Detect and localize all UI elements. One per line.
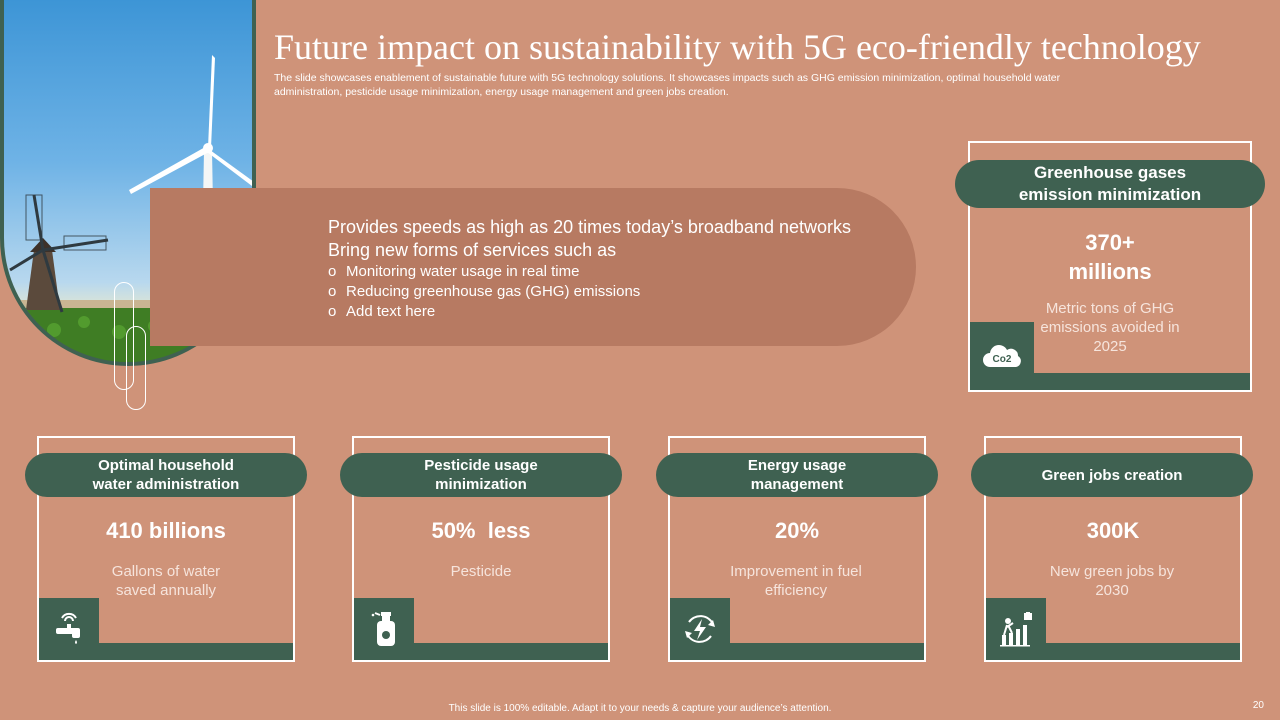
card-footer-strip <box>670 643 924 660</box>
slide-footer: This slide is 100% editable. Adapt it to… <box>448 703 832 714</box>
ghg-description: Metric tons of GHG emissions avoided in … <box>1040 300 1180 355</box>
bullet-glyph: o <box>328 303 337 320</box>
water-card-title-text: Optimal household water administration <box>92 457 240 493</box>
bullet-text: Monitoring water usage in real time <box>346 263 580 280</box>
jobs-card-title: Green jobs creation <box>971 453 1253 497</box>
card-footer-strip <box>39 643 293 660</box>
energy-card <box>668 436 926 662</box>
water-value: 410 billions <box>106 518 226 543</box>
water-description: Gallons of water saved annually <box>111 563 221 599</box>
jobs-card-title-text: Green jobs creation <box>1041 466 1183 484</box>
jobs-description: New green jobs by 2030 <box>1049 563 1175 599</box>
banner-line-speed: Provides speeds as high as 20 times toda… <box>328 217 851 237</box>
ghg-value-line1: 370+ <box>1085 230 1135 255</box>
info-banner <box>150 188 916 346</box>
spray-bottle-icon <box>371 612 395 646</box>
list-item: o Monitoring water usage in real time <box>328 262 888 282</box>
pesticide-card-title-text: Pesticide usage minimization <box>424 457 538 493</box>
pesticide-card-title: Pesticide usage minimization <box>340 453 622 497</box>
ghg-card-title: Greenhouse gases emission minimization <box>955 160 1265 208</box>
co2-cloud-icon: Co2 <box>983 345 1021 367</box>
card-icon-box <box>670 598 730 660</box>
pesticide-value: 50% less <box>431 518 531 543</box>
energy-value: 20% <box>774 518 820 543</box>
bullet-text: Add text here <box>346 303 436 320</box>
card-icon-box: Co2 <box>970 322 1034 390</box>
decorative-clip-outer <box>114 282 134 390</box>
co2-icon-label: Co2 <box>993 354 1012 365</box>
energy-cycle-icon <box>685 615 715 643</box>
card-icon-box <box>39 598 99 660</box>
ghg-value-line2: millions <box>1068 259 1152 284</box>
energy-description: Improvement in fuel efficiency <box>730 563 862 599</box>
bullet-glyph: o <box>328 283 337 300</box>
water-card-title: Optimal household water administration <box>25 453 307 497</box>
page-number: 20 <box>1252 700 1264 711</box>
banner-line-services: Bring new forms of services such as <box>328 240 617 260</box>
card-footer-strip <box>970 373 1250 390</box>
card-footer-strip <box>986 643 1240 660</box>
bullet-text: Reducing greenhouse gas (GHG) emissions <box>346 283 641 300</box>
ghg-card: Co2 <box>968 141 1252 392</box>
card-icon-box <box>354 598 414 660</box>
decorative-clip-inner <box>126 326 146 410</box>
energy-card-title-text: Energy usage management <box>747 457 847 493</box>
jobs-card <box>984 436 1242 662</box>
list-item: o Add text here <box>328 302 888 322</box>
wind-turbine-photo <box>0 0 256 366</box>
card-icon-box <box>986 598 1046 660</box>
card-footer-strip <box>354 643 608 660</box>
energy-card-title: Energy usage management <box>656 453 938 497</box>
pesticide-description: Pesticide <box>450 563 512 580</box>
info-banner-text: Provides speeds as high as 20 times toda… <box>328 216 888 322</box>
slide-title: Future impact on sustainability with 5G … <box>274 27 1201 67</box>
pesticide-card <box>352 436 610 662</box>
growth-chart-icon <box>1000 612 1032 647</box>
jobs-value: 300K <box>1086 518 1140 543</box>
water-tap-icon <box>56 612 80 644</box>
slide-subtitle: The slide showcases enablement of sustai… <box>274 72 1061 98</box>
bullet-glyph: o <box>328 263 337 280</box>
banner-bullet-list: o Monitoring water usage in real time o Re… <box>328 262 888 322</box>
list-item: o Reducing greenhouse gas (GHG) emissions <box>328 282 888 302</box>
water-card <box>37 436 295 662</box>
ghg-card-title-text: Greenhouse gases emission minimization <box>1018 163 1202 204</box>
